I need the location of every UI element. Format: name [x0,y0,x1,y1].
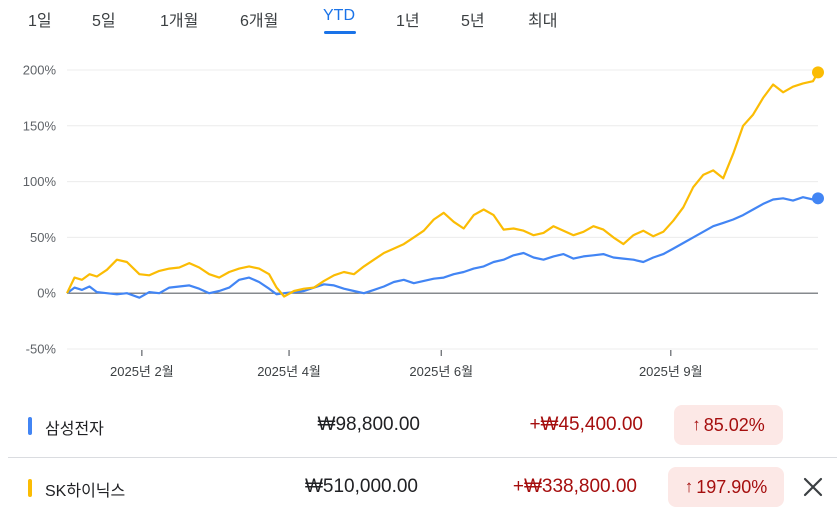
range-tabs: 1일 5일 1개월 6개월 YTD 1년 5년 최대 [0,0,837,40]
y-tick-label: 200% [23,63,57,78]
tab-1y[interactable]: 1년 [396,13,420,30]
tab-5d[interactable]: 5일 [92,13,116,30]
tab-6m[interactable]: 6개월 [240,13,279,30]
series-line-skhynix [66,71,819,298]
remove-comparison-button[interactable] [800,474,826,500]
series-color-marker [28,479,32,497]
stock-row-samsung[interactable]: 삼성전자 ₩98,800.00 +₩45,400.00 ↑ 85.02% [8,396,837,456]
stock-price: ₩98,800.00 [317,414,420,435]
tab-1m[interactable]: 1개월 [160,13,199,30]
series-color-marker [28,417,32,435]
y-tick-label: 150% [23,118,57,133]
percent-change-value: 85.02% [703,414,765,435]
arrow-up-icon: ↑ [692,415,701,434]
tab-1d[interactable]: 1일 [28,13,52,30]
stock-change: +₩45,400.00 [529,414,643,435]
x-tick-label: 2025년 2월 [110,364,174,379]
series-line-samsung [66,196,819,299]
stock-name: SK하이닉스 [45,483,126,500]
y-tick-label: -50% [26,342,57,357]
series-endpoint-samsung [812,192,824,205]
x-tick-label: 2025년 4월 [257,364,321,379]
x-tick-label: 2025년 9월 [639,364,703,379]
series-endpoint-skhynix [812,66,824,79]
y-tick-label: 0% [37,286,56,301]
arrow-up-icon: ↑ [684,477,694,496]
percent-change-badge: ↑ 85.02% [674,405,783,445]
stock-row-skhynix[interactable]: SK하이닉스 ₩510,000.00 +₩338,800.00 ↑ 197.90… [8,458,837,518]
stock-name: 삼성전자 [45,421,104,438]
active-tab-indicator [324,31,356,34]
tab-5y[interactable]: 5년 [461,13,485,30]
tab-max[interactable]: 최대 [528,13,558,30]
row-divider [8,457,837,458]
percent-change-value: 197.90% [696,476,768,497]
stock-change: +₩338,800.00 [512,476,637,497]
stock-price: ₩510,000.00 [304,476,418,497]
tab-ytd[interactable]: YTD [323,7,355,24]
y-tick-label: 50% [30,230,56,245]
price-comparison-chart[interactable]: 200% 150% 100% 50% 0% -50% 2025년 2월 2025년 4월 202… [0,40,837,385]
percent-change-badge: ↑ 197.90% [668,467,784,507]
x-tick-label: 2025년 6월 [409,364,473,379]
close-icon [803,477,823,497]
y-tick-label: 100% [23,174,57,189]
